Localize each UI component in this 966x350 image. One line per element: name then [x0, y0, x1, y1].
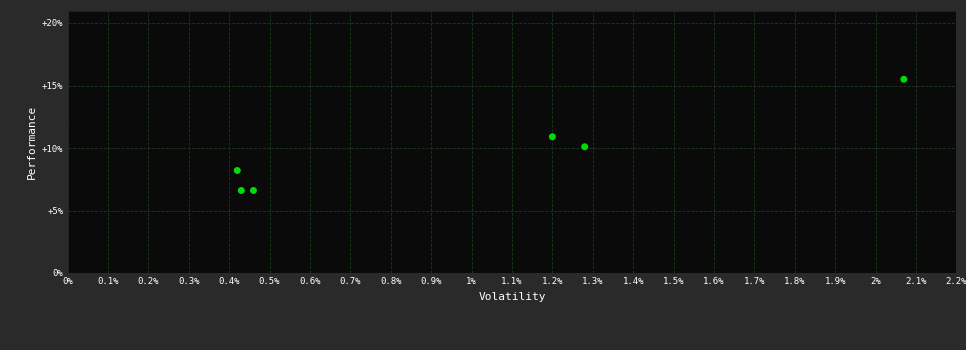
Y-axis label: Performance: Performance [26, 105, 37, 179]
Point [234, 188, 249, 193]
Point [245, 188, 261, 193]
Point [230, 168, 245, 173]
Point [545, 134, 560, 140]
X-axis label: Volatility: Volatility [478, 292, 546, 302]
Point [577, 144, 592, 149]
Point [896, 76, 912, 82]
